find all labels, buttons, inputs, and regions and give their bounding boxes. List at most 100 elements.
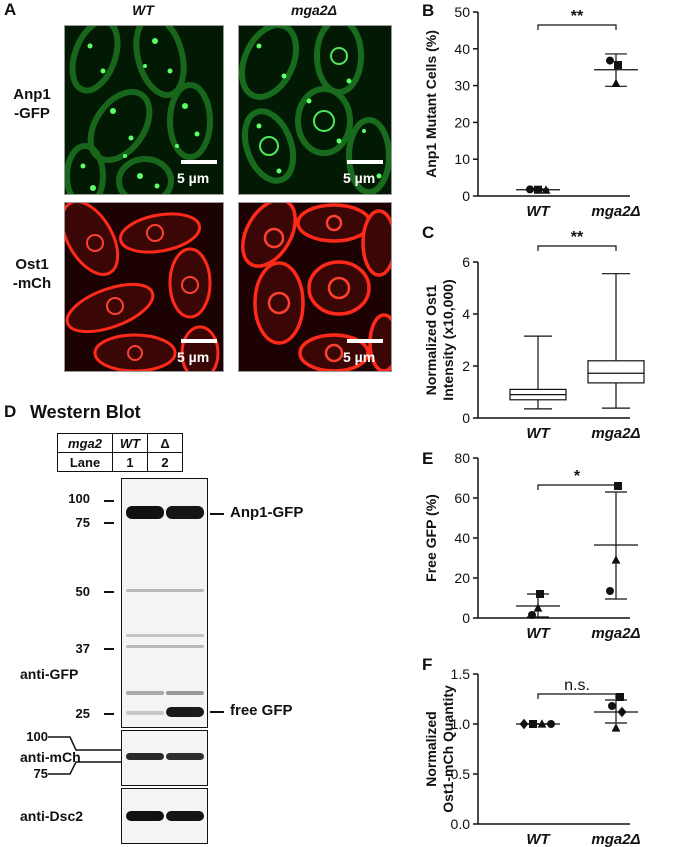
scale-bar-label: 5 µm: [177, 349, 210, 365]
lane-header: Lane: [57, 452, 113, 472]
data-point-circle: [606, 56, 614, 65]
lane-number-2: 2: [147, 452, 183, 472]
scale-bar: [347, 160, 383, 164]
y-axis-label: Normalized: [423, 711, 439, 786]
row-label-ost1-mch: Ost1 -mCh: [2, 255, 62, 293]
significance-label: *: [574, 468, 581, 485]
band-ost1-mch-lane2: [166, 753, 204, 760]
mw-tick: [104, 522, 114, 524]
western-blot-title: Western Blot: [30, 402, 141, 422]
row-label-line2: -mCh: [12, 275, 52, 292]
y-tick-label: 0: [462, 188, 470, 204]
y-tick-label: 50: [454, 4, 470, 20]
data-point-circle: [608, 702, 616, 710]
significance-label: n.s.: [564, 677, 590, 694]
band-bg: [126, 645, 204, 648]
band-free-gfp-lane1: [126, 711, 164, 715]
band-dsc2-lane1: [126, 811, 164, 821]
band-label-anp1-gfp: Anp1-GFP: [230, 504, 304, 521]
x-category-label: mga2Δ: [591, 625, 640, 642]
x-category-label: mga2Δ: [591, 203, 640, 220]
data-point-triangle: [533, 603, 543, 612]
data-point-square: [614, 482, 622, 490]
x-category-label: WT: [526, 831, 551, 847]
x-category-label: WT: [526, 425, 551, 442]
y-axis-label: Ost1-mCh Quantity: [440, 685, 456, 813]
data-point-square: [534, 185, 542, 194]
y-axis-label: Free GFP (%): [423, 494, 439, 582]
mw-marker-100: 100: [68, 491, 90, 506]
panel-letter: C: [422, 223, 434, 242]
y-tick-label: 1.5: [451, 666, 471, 682]
band-free-gfp-lane2: [166, 707, 204, 717]
mch-cells-wt: [65, 203, 220, 371]
data-point-triangle: [537, 719, 547, 728]
antibody-label-mch: anti-mCh: [20, 749, 81, 765]
x-category-label: mga2Δ: [591, 425, 640, 442]
data-point-circle: [547, 720, 555, 728]
chart-e-free-gfp: E 0 20 40 60 80 Free GFP (%) WT mga2Δ *: [422, 449, 641, 642]
significance-bracket: [537, 693, 617, 699]
chart-c-ost1-intensity: C 0 2 4 6 Normalized Ost1 Intensity (x10,000) W…: [422, 223, 645, 442]
y-tick-label: 40: [454, 41, 470, 57]
x-category-label: WT: [526, 625, 551, 642]
data-point-square: [536, 590, 544, 598]
significance-label: **: [571, 229, 584, 246]
chart-f-ost1-mch-quantity: F 0.0 0.5 1.0 1.5 Normalized Ost1-mCh Quantity…: [422, 655, 641, 847]
scale-bar: [181, 339, 217, 343]
mw-marker-connectors: [48, 736, 121, 775]
genotype-header: mga2: [57, 433, 113, 453]
blot-anti-dsc2: [121, 788, 208, 844]
y-tick-label: 80: [454, 450, 470, 466]
chart-b-anp1-mutant-cells: B 0 10 20 30 40 50 Anp1 Mutant Cells (%) WT mga2Δ…: [422, 1, 641, 220]
gfp-cells-mga2: [239, 26, 391, 194]
mw-tick: [104, 591, 114, 593]
panel-letter-a: A: [4, 0, 17, 19]
band-pointer: [210, 711, 224, 713]
y-tick-label: 20: [454, 114, 470, 130]
data-point-square: [529, 720, 537, 728]
y-tick-label: 6: [462, 254, 470, 270]
micrograph-ost1-mch-wt: 5 µm: [64, 202, 224, 372]
data-point-diamond: [519, 718, 529, 730]
band-dsc2-lane2: [166, 811, 204, 821]
y-tick-label: 30: [454, 78, 470, 94]
y-tick-label: 60: [454, 490, 470, 506]
significance-bracket: [537, 245, 617, 251]
x-category-label: mga2Δ: [591, 831, 640, 847]
band-pointer: [210, 513, 224, 515]
band-ost1-mch-lane1: [126, 753, 164, 760]
panel-letter-d: D: [4, 402, 17, 421]
micrograph-ost1-mch-mga2: 5 µm: [238, 202, 392, 372]
mw-marker-25: 25: [75, 706, 90, 721]
scale-bar: [347, 339, 383, 343]
scale-bar-label: 5 µm: [177, 170, 210, 186]
y-axis-label: Intensity (x10,000): [440, 279, 456, 400]
data-point-circle: [606, 587, 614, 595]
panel-letter: B: [422, 1, 434, 20]
scale-bar-label: 5 µm: [343, 349, 376, 365]
mch-cells-mga2: [241, 203, 391, 371]
lane-genotype-wt: WT: [112, 433, 148, 453]
y-tick-label: 0: [462, 410, 470, 426]
data-point-diamond: [617, 706, 627, 718]
mw-marker-75: 75: [75, 515, 90, 530]
y-axis-label: Anp1 Mutant Cells (%): [423, 30, 439, 178]
mw-tick: [104, 648, 114, 650]
y-tick-label: 1.0: [451, 716, 471, 732]
column-header-mga2: mga2Δ: [291, 2, 337, 18]
data-point-square: [614, 60, 622, 69]
mw-tick: [104, 713, 114, 715]
mw-marker-50: 50: [75, 584, 90, 599]
y-tick-label: 0.0: [451, 816, 471, 832]
y-tick-label: 0: [462, 610, 470, 626]
blot-anti-mch: [121, 730, 208, 786]
band-label-free-gfp: free GFP: [230, 702, 293, 719]
antibody-label-dsc2: anti-Dsc2: [20, 808, 84, 824]
y-axis-label: Normalized Ost1: [423, 285, 439, 396]
y-tick-label: 4: [462, 306, 470, 322]
y-tick-label: 0.5: [451, 766, 471, 782]
data-point-circle: [528, 611, 536, 619]
scale-bar-label: 5 µm: [343, 170, 376, 186]
micrograph-anp1-gfp-mga2: 5 µm: [238, 25, 392, 195]
